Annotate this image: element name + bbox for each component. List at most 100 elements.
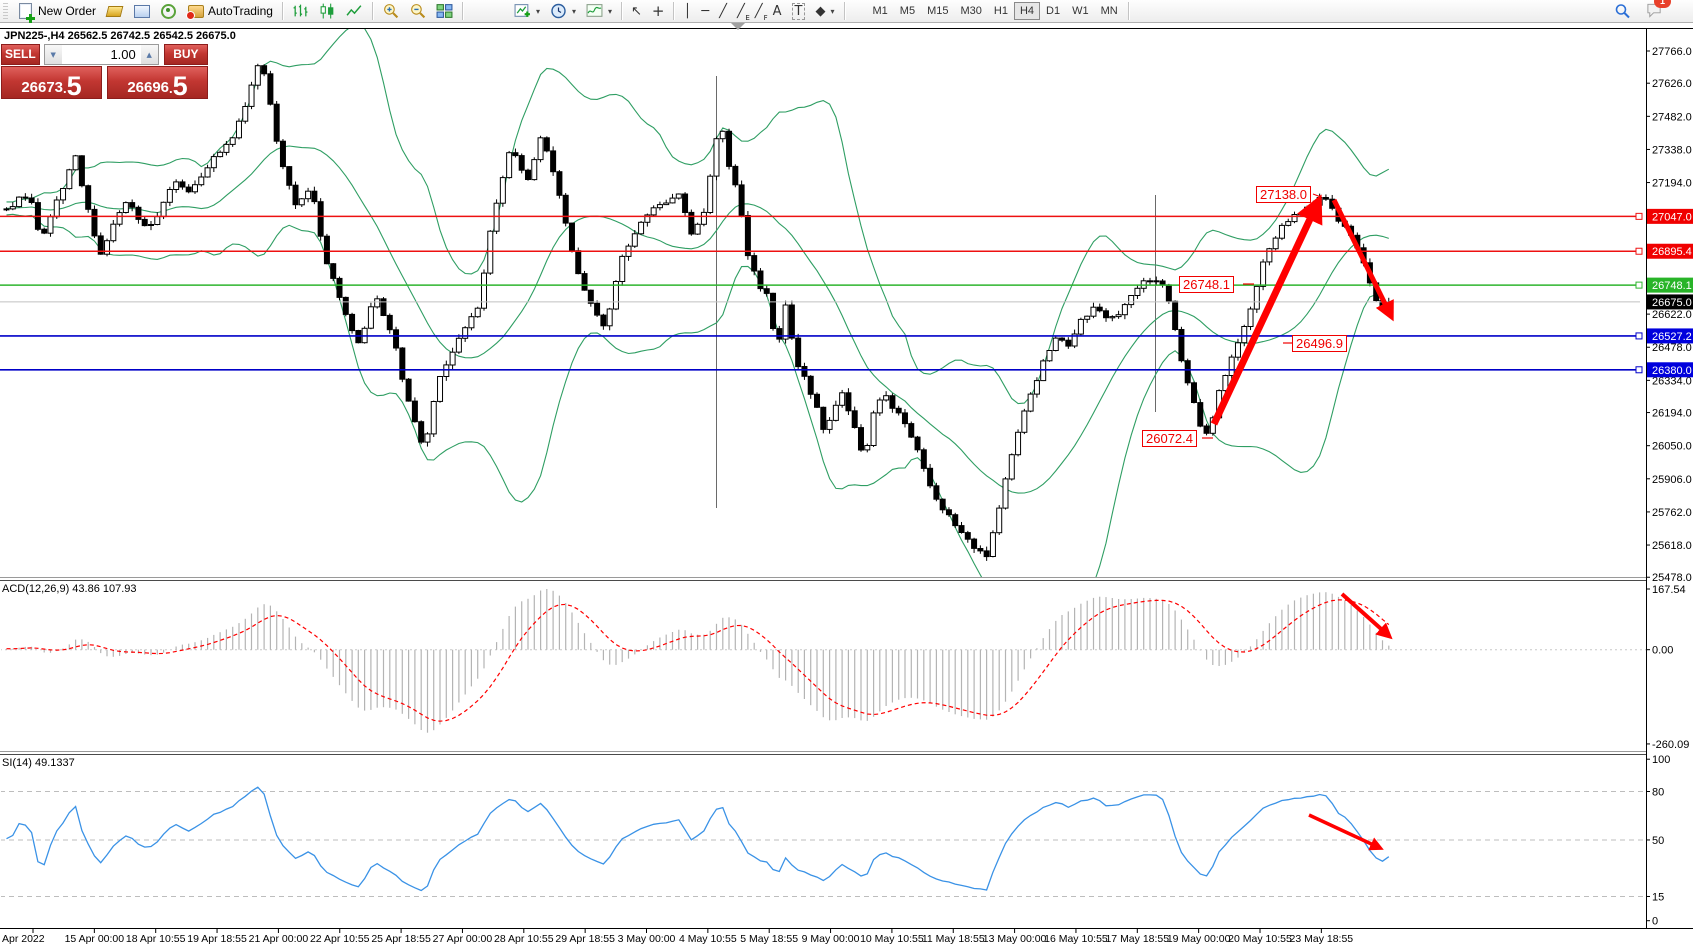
channel-tool-button[interactable]: ╱ E (732, 2, 750, 22)
axis-label: 26478.0 (1652, 342, 1692, 354)
new-chart-icon (514, 4, 530, 17)
shapes-tool-button[interactable]: ◆ ▾ (810, 2, 839, 20)
tile-windows-button[interactable] (431, 2, 458, 20)
signals-button[interactable] (155, 2, 182, 20)
cursor-icon: ↖ (631, 3, 642, 19)
axis-label: 15 (1652, 891, 1664, 903)
time-label: 19 May 00:00 (1167, 933, 1231, 945)
trend-arrow[interactable] (1210, 194, 1323, 426)
timeframe-d1[interactable]: D1 (1040, 2, 1066, 20)
line-handle[interactable] (1635, 212, 1643, 220)
text-tool-button[interactable]: A (768, 2, 787, 20)
volume-increase-icon[interactable]: ▲ (140, 45, 158, 64)
toolbar-separator (1127, 2, 1129, 20)
timeframe-h4[interactable]: H4 (1013, 2, 1040, 20)
buy-price[interactable]: 26696. 5 (107, 66, 208, 100)
text-tool-icon: A (772, 3, 782, 19)
notifications-button[interactable]: 1 (1646, 0, 1671, 21)
axis-label: 100 (1652, 754, 1670, 766)
timeframe-mn[interactable]: MN (1095, 2, 1124, 20)
toolbar-separator (621, 2, 622, 20)
crosshair-tool-button[interactable]: + (647, 2, 670, 20)
line-handle[interactable] (1635, 332, 1643, 340)
rsi-indicator-label: SI(14) 49.1337 (2, 757, 75, 769)
axis-label: 27626.0 (1652, 78, 1692, 90)
zoom-in-button[interactable] (377, 2, 404, 20)
time-label: 9 May 00:00 (802, 933, 860, 945)
line-handle[interactable] (1635, 366, 1643, 374)
timeframe-m1[interactable]: M1 (867, 2, 894, 20)
timeframe-w1[interactable]: W1 (1066, 2, 1095, 20)
new-order-button[interactable]: New Order (12, 2, 101, 23)
horizontal-line-tool-button[interactable]: ─ (696, 2, 714, 20)
text-label-tool-button[interactable]: T (787, 2, 811, 20)
timeframe-m30[interactable]: M30 (954, 2, 987, 20)
crosshair-icon: + (651, 2, 665, 20)
axis-label: 50 (1652, 835, 1664, 847)
text-label-icon: T (791, 2, 806, 20)
bar-chart-icon (293, 4, 308, 17)
price-annotation[interactable]: 27138.0 (1256, 186, 1311, 203)
line-chart-button[interactable] (341, 2, 368, 20)
cursor-tool-button[interactable]: ↖ (626, 2, 647, 20)
time-label: 5 May 18:55 (740, 933, 798, 945)
new-chart-button[interactable]: ▾ (509, 2, 545, 20)
trend-arrow[interactable] (1308, 813, 1384, 851)
line-handle[interactable] (1635, 281, 1643, 289)
candlestick-chart-icon (320, 3, 334, 19)
trend-arrow[interactable] (1331, 198, 1394, 322)
main-price-pane[interactable] (3, 24, 1392, 618)
trendline-tool-button[interactable]: ╱ (714, 2, 732, 20)
time-label: 10 May 10:55 (860, 933, 924, 945)
search-button[interactable] (1609, 2, 1636, 20)
buy-button[interactable]: BUY (163, 44, 208, 65)
sell-button[interactable]: SELL (1, 44, 40, 65)
price-annotation[interactable]: 26748.1 (1179, 276, 1234, 293)
axis-label: 0.00 (1652, 645, 1673, 657)
dropdown-caret-icon: ▾ (607, 6, 612, 16)
indicators-button[interactable]: ▾ (581, 2, 617, 20)
one-click-trading-panel: SELL ▼ 1.00 ▲ BUY 26673. 5 26696. 5 (1, 44, 208, 100)
time-label: 15 Apr 00:00 (65, 933, 125, 945)
fibonacci-icon: ╱ F (754, 3, 768, 22)
volume-input[interactable]: 1.00 (110, 47, 136, 62)
axis-label: 27482.0 (1652, 111, 1692, 123)
volume-decrease-icon[interactable]: ▼ (44, 45, 62, 64)
periods-button[interactable]: ▾ (545, 2, 581, 20)
chart-profile-button[interactable] (101, 2, 128, 20)
toolbar-grip[interactable] (3, 3, 8, 19)
chart-shift-marker[interactable] (731, 23, 745, 30)
time-label: 21 Apr 00:00 (249, 933, 309, 945)
dropdown-caret-icon: ▾ (571, 6, 576, 16)
toolbar-separator (673, 2, 675, 20)
price-annotation[interactable]: 26496.9 (1292, 335, 1347, 352)
bollinger-middle-band (6, 145, 1389, 494)
indicators-icon (586, 4, 603, 17)
candlestick-chart-button[interactable] (314, 2, 341, 20)
price-badge (1647, 294, 1693, 310)
autotrading-button[interactable]: AutoTrading (182, 2, 278, 20)
bar-chart-button[interactable] (287, 2, 314, 20)
time-label: 4 May 10:55 (679, 933, 737, 945)
vertical-line-tool-button[interactable]: │ (678, 2, 696, 20)
price-annotation[interactable]: 26072.4 (1142, 430, 1197, 447)
axis-label: 27194.0 (1652, 178, 1692, 190)
macd-indicator-label: ACD(12,26,9) 43.86 107.93 (2, 583, 137, 595)
time-label: 28 Apr 10:55 (494, 933, 554, 945)
new-order-icon (17, 3, 35, 23)
price-badge-label: 26748.1 (1652, 280, 1692, 292)
timeframe-h1[interactable]: H1 (988, 2, 1014, 20)
trend-arrow[interactable] (1340, 592, 1393, 640)
notification-badge: 1 (1654, 0, 1671, 8)
tile-windows-icon (436, 4, 453, 18)
terminal-button[interactable] (128, 2, 155, 20)
line-handle[interactable] (1635, 247, 1643, 255)
macd-pane[interactable] (0, 589, 1646, 733)
zoom-out-button[interactable] (404, 2, 431, 20)
timeframe-m5[interactable]: M5 (894, 2, 921, 20)
timeframe-m15[interactable]: M15 (921, 2, 954, 20)
sell-price[interactable]: 26673. 5 (1, 66, 102, 100)
fibonacci-tool-button[interactable]: ╱ F (750, 2, 768, 22)
price-badge (1647, 277, 1693, 293)
